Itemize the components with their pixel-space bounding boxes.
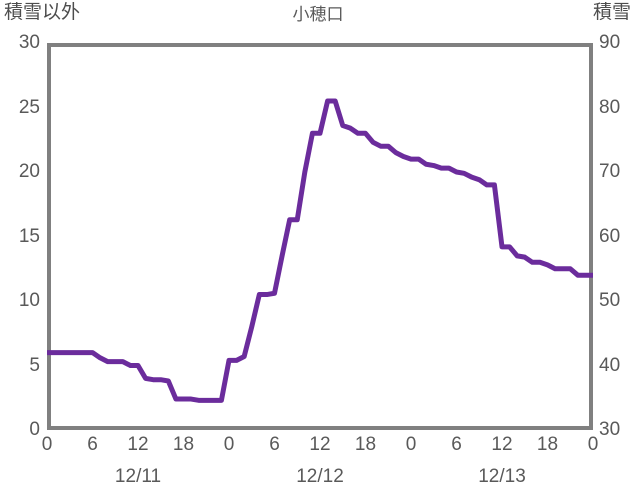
- x-tick-label: 0: [41, 434, 53, 455]
- y-tick-left: 25: [18, 96, 40, 118]
- y-tick-right: 60: [599, 225, 621, 247]
- x-day-label: 12/12: [296, 466, 344, 487]
- x-tick-label: 6: [451, 434, 462, 455]
- y-tick-left: 30: [18, 32, 40, 53]
- x-axis: 0 6 12 18 0 6 12 18 0 6 12 18 0: [42, 434, 599, 464]
- y-tick-left: 20: [18, 161, 40, 182]
- y-axis-right: 30 40 50 60 70 80 90: [599, 32, 635, 440]
- y-tick-right: 70: [599, 161, 621, 182]
- x-tick-label: 6: [87, 434, 98, 455]
- y-tick-right: 30: [599, 419, 621, 440]
- y-tick-right: 90: [599, 32, 621, 53]
- y-tick-left: 5: [29, 354, 40, 376]
- x-day-label: 12/11: [114, 466, 162, 487]
- x-tick-label: 18: [536, 434, 559, 455]
- x-tick-label: 12: [127, 434, 149, 455]
- x-tick-label: 12: [309, 434, 331, 455]
- x-tick-label: 12: [491, 434, 513, 455]
- x-tick-label: 0: [405, 434, 417, 455]
- plot-area: [47, 43, 593, 430]
- x-tick-label: 6: [269, 434, 280, 455]
- x-tick-label: 0: [587, 434, 599, 455]
- y-tick-right: 80: [599, 96, 621, 118]
- left-axis-title: 積雪以外: [4, 2, 81, 23]
- y-tick-right: 40: [599, 354, 621, 376]
- x-day-label: 12/13: [478, 466, 526, 487]
- y-tick-left: 15: [18, 225, 40, 247]
- x-tick-label: 18: [354, 434, 377, 455]
- y-axis-left: 0 5 10 15 20 25 30: [0, 32, 40, 440]
- data-line: [47, 98, 593, 403]
- right-axis-title: 積雪: [592, 2, 631, 23]
- series-line: [47, 98, 593, 403]
- chart-title: 小穂口: [292, 5, 344, 24]
- x-axis-day-labels: 12/11 12/12 12/13: [47, 466, 593, 496]
- y-tick-right: 50: [599, 290, 621, 311]
- y-tick-left: 10: [18, 290, 40, 311]
- x-tick-label: 18: [172, 434, 195, 455]
- x-tick-label: 0: [223, 434, 235, 455]
- y-tick-left: 0: [29, 419, 40, 440]
